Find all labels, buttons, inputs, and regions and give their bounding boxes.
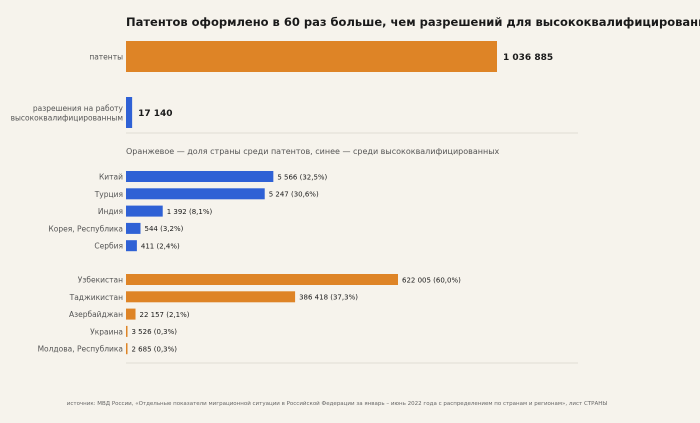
bar-share	[126, 274, 398, 285]
bar-share	[126, 188, 265, 200]
chart-title: Патентов оформлено в 60 раз больше, чем …	[126, 15, 700, 29]
top-bar-group: 1 036 885 патенты 17 140 разрешения на рабо…	[11, 41, 553, 128]
share-bar-group: Китай 5 566 (32,5%) Турция 5 247 (30,6%) Инд…	[38, 171, 461, 355]
category-label: Таджикистан	[69, 293, 123, 302]
category-label: Корея, Республика	[48, 224, 123, 233]
value-label: 1 036 885	[503, 53, 553, 63]
value-label: 622 005 (60,0%)	[402, 276, 461, 284]
chart-subtitle: Оранжевое — доля страны среди патентов, …	[126, 147, 500, 156]
value-label: 2 685 (0,3%)	[132, 346, 178, 354]
bar-share	[126, 171, 274, 182]
value-label: 544 (3,2%)	[145, 225, 184, 233]
value-label: 386 418 (37,3%)	[299, 294, 358, 302]
value-label: 411 (2,4%)	[141, 243, 180, 251]
value-label: 3 526 (0,3%)	[132, 328, 178, 336]
category-label: патенты	[89, 53, 123, 62]
bar-share	[126, 205, 163, 217]
category-label: Азербайджан	[69, 310, 123, 319]
category-label: Турция	[94, 190, 123, 199]
bar-share	[126, 222, 141, 234]
category-label: высококвалифицированным	[11, 113, 123, 122]
bar-share	[126, 308, 136, 320]
category-label: Украина	[90, 327, 123, 336]
category-label: Индия	[98, 207, 123, 216]
bar-permits	[126, 97, 133, 128]
category-label: Сербия	[94, 242, 123, 251]
bar-patents	[126, 41, 497, 72]
bar-share	[126, 325, 128, 337]
category-label: Китай	[99, 173, 123, 182]
category-label: Узбекистан	[78, 276, 123, 285]
bar-share	[126, 343, 128, 355]
value-label: 1 392 (8,1%)	[167, 208, 213, 216]
value-label: 5 566 (32,5%)	[277, 173, 327, 181]
value-label: 5 247 (30,6%)	[269, 191, 319, 199]
category-label: Молдова, Республика	[38, 345, 123, 354]
source-note: источник: МВД России, «Отдельные показат…	[67, 400, 608, 407]
value-label: 17 140	[138, 109, 172, 119]
bar-share	[126, 240, 137, 252]
category-label: разрешения на работу	[33, 104, 124, 113]
bar-share	[126, 291, 296, 303]
value-label: 22 157 (2,1%)	[140, 311, 190, 319]
